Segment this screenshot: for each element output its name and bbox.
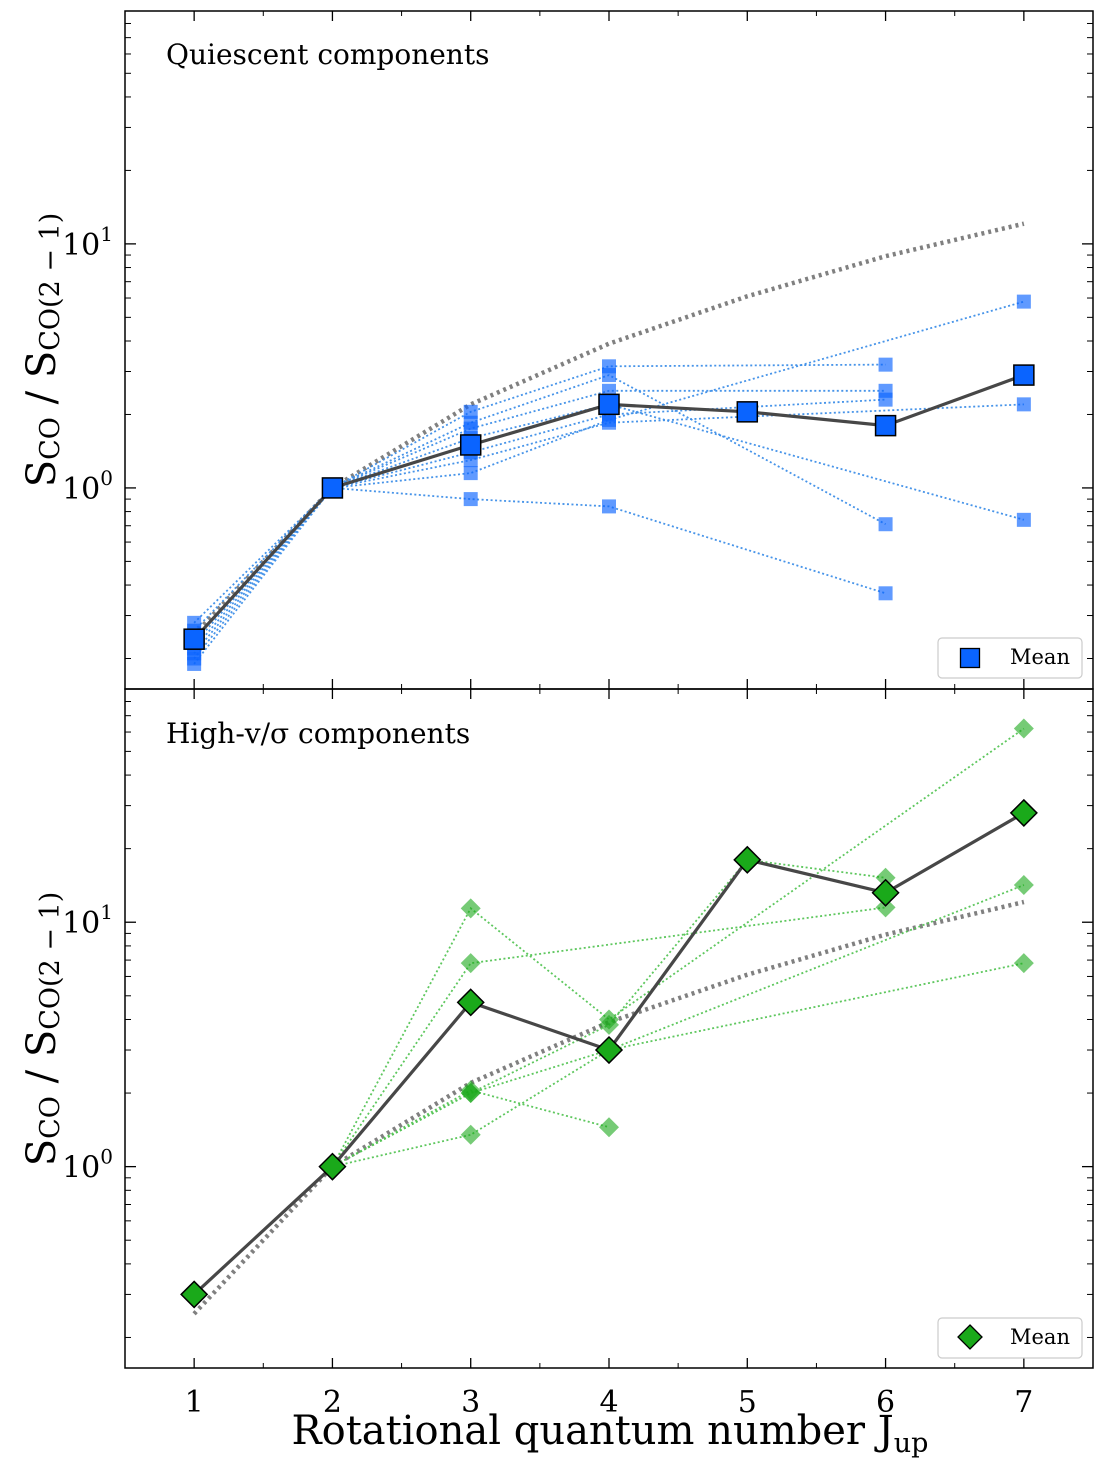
component-marker bbox=[1013, 953, 1034, 974]
y-tick-label: 101 bbox=[62, 222, 113, 263]
ylabel-sub-num: CO bbox=[35, 417, 66, 460]
mean-marker bbox=[459, 434, 482, 456]
component-marker bbox=[463, 492, 478, 507]
component-marker bbox=[599, 1014, 619, 1035]
legend-marker-square bbox=[959, 647, 981, 669]
component-marker bbox=[875, 897, 896, 918]
component-marker bbox=[460, 953, 481, 974]
svg-text:SCO / SCO(2 − 1): SCO / SCO(2 − 1) bbox=[19, 213, 66, 488]
y-tick-label: 101 bbox=[62, 900, 113, 941]
y-axis-label: SCO / SCO(2 − 1) bbox=[19, 213, 66, 488]
component-line bbox=[332, 962, 1025, 1168]
plot-frame bbox=[124, 10, 1094, 690]
component-marker bbox=[602, 368, 616, 383]
x-axis-label: Rotational quantum number Jup bbox=[292, 1408, 929, 1459]
mean-series bbox=[183, 364, 1035, 650]
ylabel-mid: / S bbox=[19, 351, 65, 417]
mean-marker bbox=[598, 393, 620, 416]
component-marker bbox=[187, 656, 202, 671]
component-marker bbox=[1013, 718, 1034, 739]
mean-marker bbox=[456, 988, 485, 1017]
legend: Mean bbox=[937, 1317, 1083, 1359]
ylabel-s: S bbox=[19, 460, 65, 487]
legend-square-marker bbox=[959, 647, 981, 669]
mean-marker bbox=[736, 401, 759, 423]
component-marker bbox=[878, 392, 893, 407]
x-tick-label: 3 bbox=[461, 1385, 480, 1420]
axis-ticks: 100 101 bbox=[62, 11, 1093, 689]
model-line bbox=[192, 899, 1025, 1316]
x-tick-label: 2 bbox=[323, 1385, 342, 1420]
x-tick-label: 4 bbox=[599, 1385, 618, 1420]
x-tick-label: 5 bbox=[738, 1385, 757, 1420]
mean-marker bbox=[594, 1035, 624, 1065]
panel-label: Quiescent components bbox=[166, 38, 489, 71]
y-tick-label: 100 bbox=[62, 1145, 113, 1186]
component-marker bbox=[1016, 397, 1031, 412]
component-marker bbox=[1016, 512, 1031, 527]
component-marker bbox=[878, 517, 893, 532]
legend-label: Mean bbox=[1010, 645, 1070, 669]
y-tick-label: 100 bbox=[62, 466, 113, 507]
mean-marker bbox=[183, 628, 205, 650]
component-line bbox=[331, 727, 1025, 1168]
component-marker bbox=[1013, 875, 1034, 896]
component-marker bbox=[463, 453, 478, 468]
mean-marker bbox=[1009, 798, 1038, 827]
component-line bbox=[193, 486, 886, 665]
legend-diamond-marker bbox=[957, 1324, 983, 1350]
component-marker bbox=[460, 898, 481, 919]
component-marker bbox=[463, 466, 478, 481]
model-curve bbox=[192, 899, 1025, 1316]
mean-marker bbox=[871, 878, 900, 907]
component-marker bbox=[463, 415, 478, 430]
legend: Mean bbox=[937, 637, 1083, 679]
component-marker bbox=[1016, 294, 1031, 309]
x-tick-label: 1 bbox=[185, 1385, 204, 1420]
x-tick-label: 7 bbox=[1014, 1385, 1033, 1420]
legend-marker-diamond bbox=[957, 1324, 983, 1350]
component-marker bbox=[599, 1117, 619, 1138]
quiescent-panel: 100 101 Quiescent components SCO / SCO(2 … bbox=[19, 10, 1094, 690]
svg-text:SCO / SCO(2 − 1): SCO / SCO(2 − 1) bbox=[19, 892, 66, 1167]
component-marker bbox=[875, 867, 896, 888]
y-axis-label: SCO / SCO(2 − 1) bbox=[19, 892, 66, 1167]
mean-series bbox=[180, 798, 1038, 1309]
ylabel-sub-den: CO(2 − 1) bbox=[35, 213, 66, 351]
xlabel-sub: up bbox=[894, 1428, 929, 1459]
component-marker bbox=[460, 1080, 481, 1101]
high-v-sigma-panel: 100 101 1 2 3 4 5 6 7 High-v/σ components SCO / … bbox=[19, 688, 1094, 1420]
component-marker bbox=[602, 499, 616, 514]
component-marker bbox=[878, 357, 893, 372]
xlabel-main: Rotational quantum number J bbox=[292, 1408, 894, 1454]
component-line bbox=[193, 389, 886, 649]
legend-label: Mean bbox=[1010, 1325, 1070, 1349]
panel-label: High-v/σ components bbox=[166, 717, 470, 750]
component-line bbox=[331, 884, 1025, 1168]
component-marker bbox=[463, 404, 478, 419]
ylabel-sub-den: CO(2 − 1) bbox=[35, 892, 66, 1030]
ylabel-sub-num: CO bbox=[35, 1096, 66, 1139]
mean-marker bbox=[318, 1152, 347, 1181]
component-marker bbox=[602, 415, 616, 430]
ylabel-mid: / S bbox=[19, 1030, 65, 1096]
component-marker bbox=[878, 586, 893, 601]
mean-marker bbox=[733, 845, 762, 874]
legend-box bbox=[937, 1317, 1083, 1359]
mean-marker bbox=[1013, 364, 1035, 386]
axis-ticks: 100 101 1 2 3 4 5 6 7 bbox=[62, 689, 1093, 1420]
mean-marker bbox=[180, 1280, 209, 1309]
mean-marker bbox=[874, 414, 897, 437]
ylabel-s: S bbox=[19, 1139, 65, 1166]
component-line bbox=[331, 906, 886, 1168]
x-tick-label: 6 bbox=[876, 1385, 895, 1420]
mean-marker bbox=[321, 477, 344, 499]
component-marker bbox=[460, 1124, 481, 1145]
